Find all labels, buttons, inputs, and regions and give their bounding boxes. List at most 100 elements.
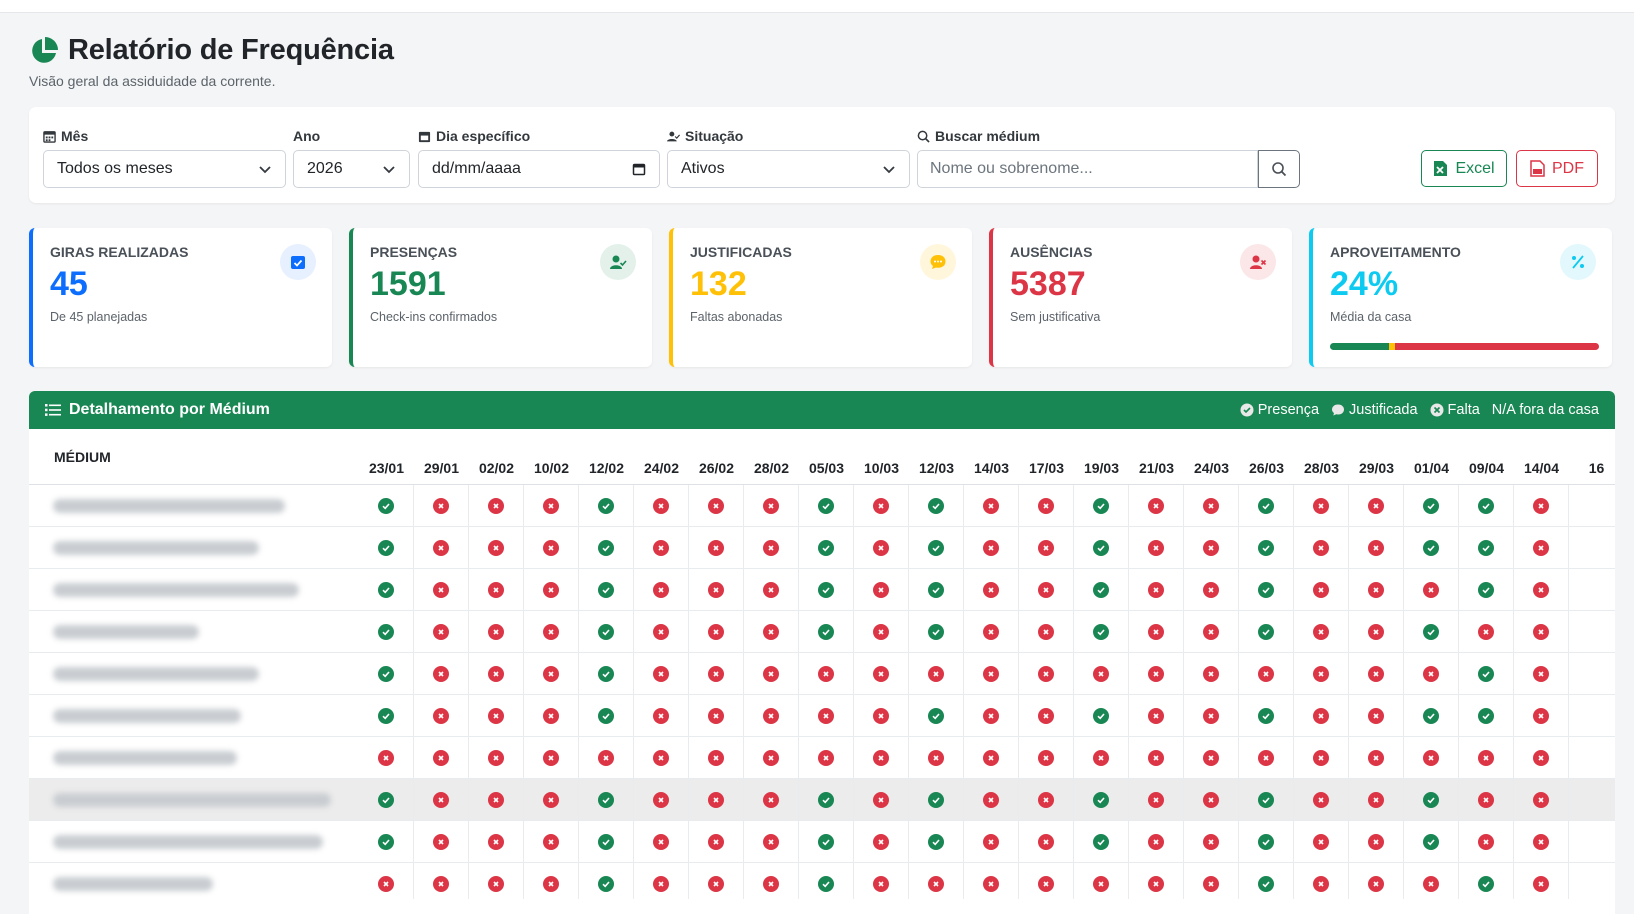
attendance-cell bbox=[1184, 695, 1239, 736]
year-select[interactable]: 2026 bbox=[293, 150, 410, 188]
presence-check-icon bbox=[378, 665, 394, 682]
chevron-down-icon bbox=[259, 166, 271, 174]
absence-x-icon bbox=[543, 791, 559, 808]
absence-x-icon bbox=[708, 497, 724, 514]
redacted-name bbox=[53, 498, 285, 513]
date-column-header: 28/03 bbox=[1303, 460, 1340, 476]
export-excel-button[interactable]: Excel bbox=[1421, 150, 1507, 187]
redacted-name bbox=[53, 624, 199, 639]
attendance-cell bbox=[909, 863, 964, 899]
kpi-card-justificadas: JUSTIFICADAS 132 Faltas abonadas bbox=[669, 228, 972, 367]
search-input[interactable]: Nome ou sobrenome... bbox=[917, 150, 1258, 188]
kpi-card-presencas: PRESENÇAS 1591 Check-ins confirmados bbox=[349, 228, 652, 367]
attendance-cell bbox=[909, 653, 964, 694]
calendar-day-icon bbox=[418, 131, 431, 142]
attendance-cell bbox=[359, 485, 414, 526]
export-pdf-button[interactable]: PDF bbox=[1516, 150, 1598, 187]
absence-x-icon bbox=[1313, 623, 1329, 640]
date-column-header: 14/04 bbox=[1523, 460, 1560, 476]
absence-x-icon bbox=[763, 875, 779, 892]
dates-scroll-area[interactable]: 23/01 29/01 02/02 10/02 12/02 24/02 26/02 28/02… bbox=[359, 429, 1615, 899]
absence-x-icon bbox=[1533, 875, 1549, 892]
presence-check-icon bbox=[1093, 581, 1109, 598]
absence-x-icon bbox=[543, 665, 559, 682]
progress-justified-segment bbox=[1389, 343, 1395, 350]
absence-x-icon bbox=[1313, 791, 1329, 808]
attendance-cell bbox=[524, 611, 579, 652]
absence-x-icon bbox=[1533, 833, 1549, 850]
card-label: JUSTIFICADAS bbox=[690, 244, 792, 260]
attendance-cell bbox=[1239, 737, 1294, 778]
absence-x-icon bbox=[763, 623, 779, 640]
attendance-cell bbox=[1184, 737, 1239, 778]
attendance-cell bbox=[634, 863, 689, 899]
absence-x-icon bbox=[1258, 749, 1274, 766]
date-column-header: 26/02 bbox=[698, 460, 735, 476]
absence-x-icon bbox=[1038, 707, 1054, 724]
attendance-cell bbox=[1569, 695, 1615, 736]
redacted-name bbox=[53, 876, 213, 891]
attendance-cell bbox=[1514, 611, 1569, 652]
attendance-cell bbox=[414, 527, 469, 568]
date-column-header: 26/03 bbox=[1248, 460, 1285, 476]
absence-x-icon bbox=[763, 497, 779, 514]
month-select[interactable]: Todos os meses bbox=[43, 150, 286, 188]
redacted-name bbox=[53, 666, 259, 681]
attendance-cell bbox=[964, 737, 1019, 778]
absence-x-icon bbox=[1038, 623, 1054, 640]
absence-x-icon bbox=[763, 833, 779, 850]
date-column-header: 29/03 bbox=[1358, 460, 1395, 476]
table-row bbox=[359, 863, 1615, 899]
absence-x-icon bbox=[1148, 791, 1164, 808]
absence-x-icon bbox=[1533, 497, 1549, 514]
table-row bbox=[359, 821, 1615, 863]
presence-check-icon bbox=[1258, 581, 1274, 598]
absence-x-icon bbox=[488, 497, 504, 514]
medium-name-cell bbox=[29, 569, 359, 611]
attendance-cell bbox=[1184, 821, 1239, 862]
absence-x-icon bbox=[1258, 665, 1274, 682]
absence-x-icon bbox=[543, 497, 559, 514]
presence-check-icon bbox=[1093, 707, 1109, 724]
card-subtext: Check-ins confirmados bbox=[370, 310, 498, 324]
date-column-header: 12/03 bbox=[918, 460, 955, 476]
absence-x-icon bbox=[983, 749, 999, 766]
attendance-cell bbox=[1514, 779, 1569, 820]
absence-x-icon bbox=[1148, 539, 1164, 556]
attendance-cell bbox=[1569, 485, 1615, 526]
date-header-row: 23/01 29/01 02/02 10/02 12/02 24/02 26/02 28/02… bbox=[359, 429, 1615, 485]
absence-x-icon bbox=[433, 749, 449, 766]
day-date-input[interactable]: dd/mm/aaaa bbox=[418, 150, 660, 188]
search-button[interactable] bbox=[1258, 150, 1300, 188]
absence-x-icon bbox=[488, 581, 504, 598]
attendance-cell bbox=[1459, 779, 1514, 820]
card-subtext: De 45 planejadas bbox=[50, 310, 148, 324]
absence-x-icon bbox=[653, 749, 669, 766]
presence-check-icon bbox=[1478, 581, 1494, 598]
absence-x-icon bbox=[1203, 833, 1219, 850]
presence-check-icon bbox=[1478, 707, 1494, 724]
absence-x-icon bbox=[1478, 749, 1494, 766]
attendance-cell bbox=[359, 695, 414, 736]
attendance-cell bbox=[414, 695, 469, 736]
absence-x-icon bbox=[653, 665, 669, 682]
absence-x-icon bbox=[873, 875, 889, 892]
attendance-cell bbox=[1514, 485, 1569, 526]
presence-check-icon bbox=[598, 581, 614, 598]
attendance-cell bbox=[854, 863, 909, 899]
attendance-grid: MÉDIUM 23/01 29/01 02/02 10/02 12/02 24/02 26/… bbox=[29, 429, 1615, 899]
absence-x-icon bbox=[1203, 623, 1219, 640]
table-row bbox=[359, 527, 1615, 569]
attendance-cell bbox=[579, 863, 634, 899]
column-header-medium[interactable]: MÉDIUM bbox=[29, 429, 359, 485]
status-select[interactable]: Ativos bbox=[667, 150, 910, 188]
attendance-cell bbox=[1239, 611, 1294, 652]
presence-check-icon bbox=[1423, 707, 1439, 724]
attendance-cell bbox=[524, 863, 579, 899]
attendance-cell bbox=[524, 527, 579, 568]
attendance-cell bbox=[524, 779, 579, 820]
absence-x-icon bbox=[983, 623, 999, 640]
attendance-cell bbox=[1019, 821, 1074, 862]
presence-check-icon bbox=[1258, 791, 1274, 808]
attendance-cell bbox=[964, 569, 1019, 610]
